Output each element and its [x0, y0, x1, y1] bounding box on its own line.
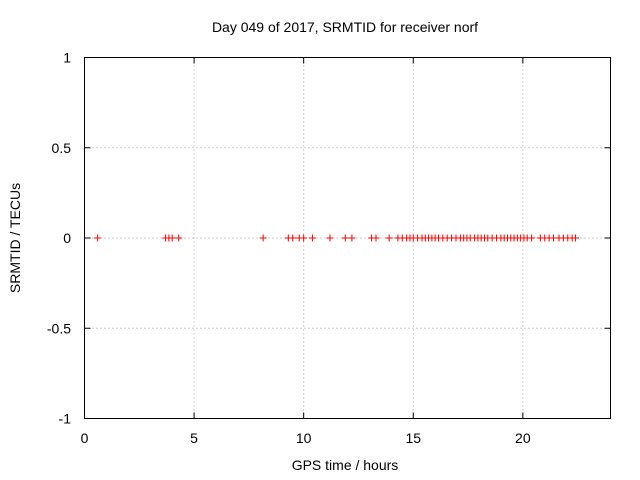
- data-point: [300, 234, 308, 242]
- y-tick-labels: 1 0.5 0 -0.5 -1: [47, 50, 71, 427]
- data-point: [168, 234, 176, 242]
- data-point: [372, 234, 380, 242]
- y-tick-label: 1: [63, 50, 71, 66]
- chart-title: Day 049 of 2017, SRMTID for receiver nor…: [212, 19, 478, 35]
- y-tick-label: 0: [63, 230, 71, 246]
- x-tick-label: 20: [515, 430, 531, 446]
- data-point: [528, 234, 536, 242]
- data-point: [175, 234, 183, 242]
- data-point: [385, 234, 393, 242]
- data-point: [289, 234, 297, 242]
- x-tick-label: 10: [296, 430, 312, 446]
- data-points: [94, 234, 579, 242]
- x-tick-labels: 0 5 10 15 20: [81, 430, 531, 446]
- y-tick-label: -0.5: [47, 320, 71, 336]
- data-point: [308, 234, 316, 242]
- x-tick-label: 0: [81, 430, 89, 446]
- x-tick-label: 5: [190, 430, 198, 446]
- x-axis-label: GPS time / hours: [292, 457, 399, 473]
- data-point: [259, 234, 267, 242]
- data-point: [326, 234, 334, 242]
- data-point: [94, 234, 102, 242]
- axis-ticks: [84, 57, 611, 419]
- x-tick-label: 15: [405, 430, 421, 446]
- y-tick-label: -1: [59, 411, 72, 427]
- data-point: [348, 234, 356, 242]
- data-point: [341, 234, 349, 242]
- y-axis-label: SRMTID / TECUs: [7, 183, 23, 293]
- y-tick-label: 0.5: [52, 140, 72, 156]
- data-point: [571, 234, 579, 242]
